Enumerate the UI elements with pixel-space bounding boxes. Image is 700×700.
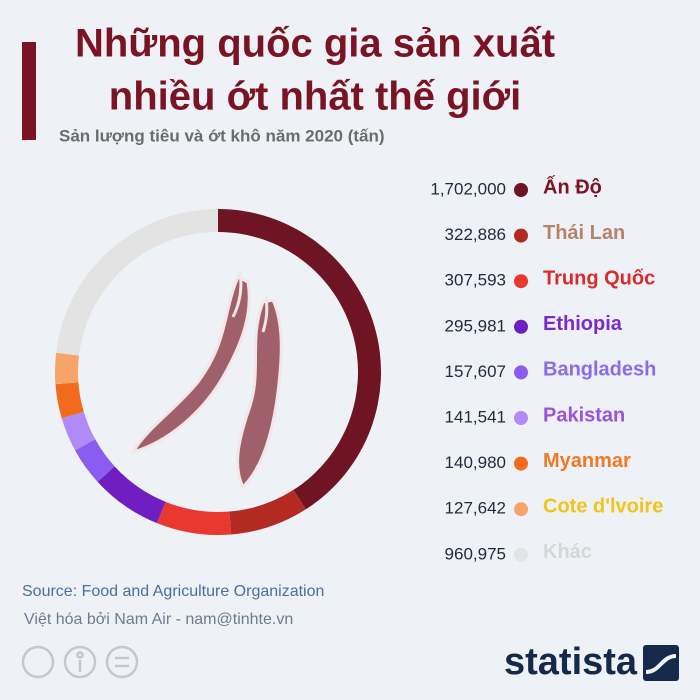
value-label: 140,980 <box>445 453 506 472</box>
value-label: 1,702,000 <box>430 179 506 198</box>
legend-label: Pakistan <box>543 404 625 426</box>
subtitle: Sản lượng tiêu và ớt khô năm 2020 (tấn) <box>59 126 385 145</box>
legend-swatch <box>514 411 528 425</box>
legend-label: Myanmar <box>543 450 631 472</box>
legend-label: Ethiopia <box>543 313 623 335</box>
legend-label: Thái Lan <box>543 222 625 244</box>
legend-swatch <box>514 365 528 380</box>
value-label: 322,886 <box>445 225 506 244</box>
source: Source: Food and Agriculture Organizatio… <box>22 583 324 600</box>
legend-swatch <box>514 547 528 562</box>
legend-swatch <box>514 274 528 289</box>
value-label: 960,975 <box>445 544 506 563</box>
donut-segment <box>61 411 96 451</box>
chili-icon <box>129 271 283 490</box>
legend-swatch <box>514 183 528 197</box>
donut-segment <box>156 501 232 535</box>
legend: 1,702,000 Ấn Độ 322,886 Thái Lan 307,593 Trun… <box>430 175 663 563</box>
donut-segment <box>56 209 218 356</box>
legend-label: Bangladesh <box>543 359 656 381</box>
value-label: 307,593 <box>445 271 506 290</box>
legend-swatch <box>514 228 528 243</box>
brand: statista <box>504 641 638 683</box>
donut-segment <box>55 352 79 385</box>
value-label: 127,642 <box>445 499 506 518</box>
title-bar <box>22 42 36 140</box>
value-label: 157,607 <box>445 362 506 381</box>
value-label: 141,541 <box>445 407 506 426</box>
donut-segment <box>97 466 166 524</box>
legend-label: Khác <box>543 541 592 563</box>
donut-segment <box>218 209 381 510</box>
legend-label: Ấn Độ <box>543 175 602 198</box>
donut-segment <box>229 489 306 535</box>
legend-swatch <box>514 456 528 471</box>
chart-title: Những quốc gia sản xuất <box>75 22 555 66</box>
donut-segment <box>75 439 115 482</box>
license-icons <box>21 645 139 679</box>
brand-logo-mark <box>645 654 677 674</box>
legend-swatch <box>514 502 528 517</box>
legend-label: Cote d'lvoire <box>543 495 663 517</box>
legend-swatch <box>514 319 528 334</box>
donut-segment <box>55 382 84 419</box>
legend-label: Trung Quốc <box>543 267 655 289</box>
chart-title: nhiều ớt nhất thế giới <box>109 75 521 119</box>
value-label: 295,981 <box>445 316 506 335</box>
donut <box>55 209 381 535</box>
note: Việt hóa bởi Nam Air - nam@tinhte.vn <box>24 611 293 628</box>
